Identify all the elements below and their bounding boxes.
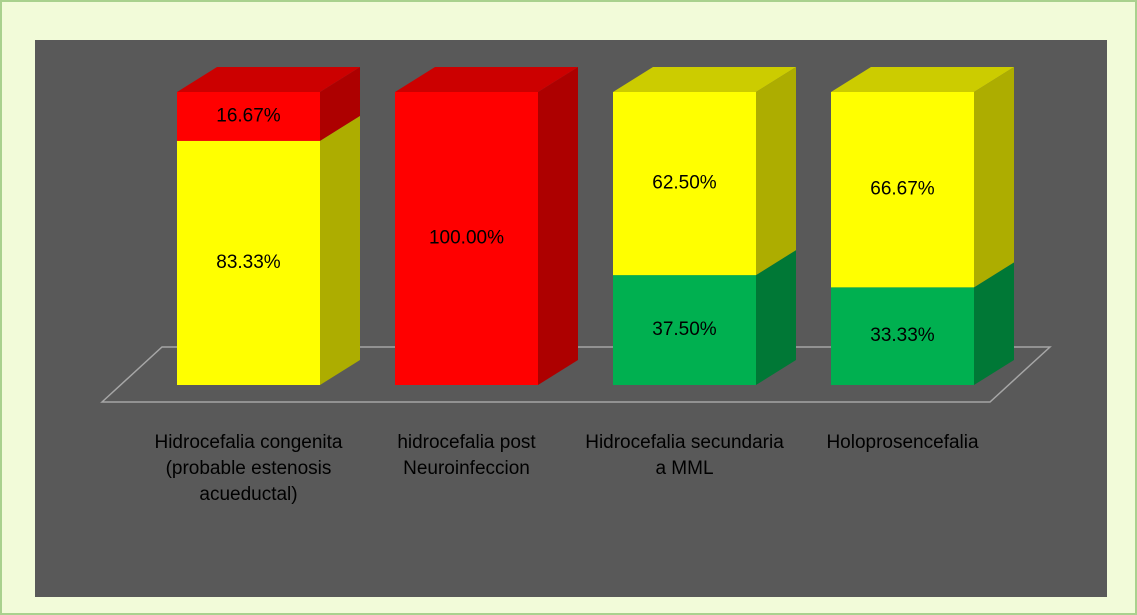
bar-front xyxy=(177,140,320,385)
bar-segment xyxy=(831,67,1014,288)
bar-side xyxy=(756,250,796,385)
bar-segment xyxy=(831,262,1014,385)
bar-side xyxy=(320,67,360,141)
x-tick-label: hidrocefalia post Neuroinfeccion xyxy=(397,432,536,479)
bar-segment xyxy=(613,250,796,385)
bar-segment xyxy=(177,115,360,385)
bar-front xyxy=(831,92,974,288)
bar-side xyxy=(756,67,796,276)
value-label: 37.50% xyxy=(652,319,717,340)
bar-front xyxy=(177,92,320,141)
bar-front xyxy=(613,275,756,385)
bar-top xyxy=(395,67,578,92)
bar-side xyxy=(320,115,360,385)
bar-top xyxy=(177,67,360,92)
bar-front xyxy=(613,92,756,276)
x-tick-label: Hidrocefalia secundaria a MML xyxy=(585,432,784,479)
chart: 83.33% 16.67% 100.00% 37.50% 62.50% 33.33% 66.… xyxy=(35,40,1107,597)
bar-front xyxy=(395,92,538,385)
x-tick-label: Hidrocefalia congenita (probable estenos… xyxy=(154,432,343,505)
value-label: 66.67% xyxy=(870,179,935,200)
bar-side xyxy=(974,262,1014,385)
value-label: 100.00% xyxy=(429,228,504,249)
bar-top xyxy=(613,67,796,92)
value-label: 33.33% xyxy=(870,325,935,346)
x-tick-label: Holoprosencefalia xyxy=(826,432,979,453)
bar-segment xyxy=(177,67,360,141)
bar-segment xyxy=(395,67,578,385)
bar-top xyxy=(831,67,1014,92)
bar-segment xyxy=(613,67,796,276)
bar-front xyxy=(831,287,974,385)
bar-side xyxy=(538,67,578,385)
value-label: 83.33% xyxy=(216,252,281,273)
bar-side xyxy=(974,67,1014,288)
floor xyxy=(100,346,1052,403)
value-label: 62.50% xyxy=(652,173,717,194)
value-label: 16.67% xyxy=(216,105,281,126)
